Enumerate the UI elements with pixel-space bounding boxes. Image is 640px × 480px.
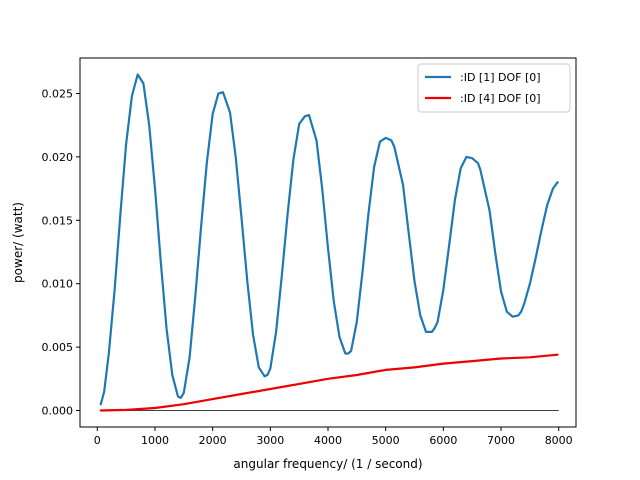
series-layer <box>99 73 559 412</box>
legend: :ID [1] DOF [0] :ID [4] DOF [0] <box>417 63 571 113</box>
x-tick-label: 6000 <box>429 434 457 447</box>
x-axis-ticks: 0 1000 2000 3000 4000 5000 6000 7000 8000 <box>94 427 573 447</box>
x-tick-label: 8000 <box>545 434 573 447</box>
legend-label-1: :ID [1] DOF [0] <box>460 71 541 84</box>
y-tick-label: 0.000 <box>42 405 74 418</box>
x-tick-label: 0 <box>94 434 101 447</box>
y-tick-label: 0.010 <box>42 278 74 291</box>
x-tick-label: 4000 <box>314 434 342 447</box>
x-tick-label: 7000 <box>487 434 515 447</box>
y-tick-label: 0.020 <box>42 151 74 164</box>
legend-label-2: :ID [4] DOF [0] <box>460 92 541 105</box>
y-tick-label: 0.025 <box>42 88 74 101</box>
series-line-2 <box>99 353 559 412</box>
x-tick-label: 3000 <box>256 434 284 447</box>
series-line-1 <box>99 73 559 406</box>
x-tick-label: 2000 <box>199 434 227 447</box>
x-tick-label: 1000 <box>141 434 169 447</box>
legend-box <box>417 63 571 113</box>
x-axis-label: angular frequency/ (1 / second) <box>233 457 422 471</box>
x-tick-label: 5000 <box>372 434 400 447</box>
y-tick-label: 0.015 <box>42 214 74 227</box>
y-axis-label: power/ (watt) <box>11 202 25 283</box>
y-axis-ticks: 0.000 0.005 0.010 0.015 0.020 0.025 <box>42 88 80 418</box>
y-tick-label: 0.005 <box>42 341 74 354</box>
